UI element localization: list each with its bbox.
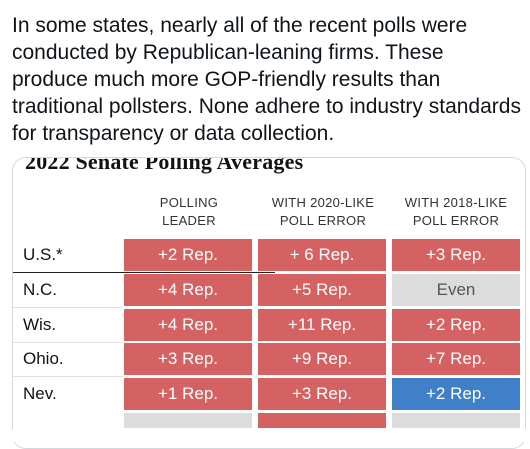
row-label-us: U.S.* bbox=[23, 245, 63, 264]
table-cell: +3 Rep. bbox=[392, 239, 520, 271]
column-header-line: WITH 2018-LIKE bbox=[404, 195, 508, 210]
row-label-nc: N.C. bbox=[23, 280, 57, 299]
table-cell: +3 Rep. bbox=[124, 343, 252, 375]
column-header-2018-error: WITH 2018-LIKE POLL ERROR bbox=[392, 194, 520, 230]
table-cell: Even bbox=[392, 274, 520, 306]
row-divider bbox=[13, 342, 123, 343]
column-header-polling-leader: POLLING LEADER bbox=[125, 194, 253, 230]
column-header-line: POLL ERROR bbox=[412, 213, 500, 228]
media-card[interactable]: 2022 Senate Polling Averages POLLING LEA… bbox=[12, 157, 526, 449]
table-cell: +4 Rep. bbox=[124, 309, 252, 341]
column-header-line: POLLING bbox=[159, 195, 219, 210]
table-cell: +2 Rep. bbox=[392, 378, 520, 410]
table-cell: +7 Rep. bbox=[392, 343, 520, 375]
table-cell: +2 Rep. bbox=[392, 309, 520, 341]
column-header-2020-error: WITH 2020-LIKE POLL ERROR bbox=[259, 194, 387, 230]
table-cell: +2 Rep. bbox=[124, 239, 252, 271]
table-cell: +1 Rep. bbox=[124, 378, 252, 410]
row-divider bbox=[13, 376, 123, 377]
table-cell: + 6 Rep. bbox=[258, 239, 386, 271]
table-cell: +4 Rep. bbox=[124, 274, 252, 306]
next-content-edge bbox=[0, 429, 530, 442]
column-header-line: WITH 2020-LIKE bbox=[271, 195, 375, 210]
row-label-nev: Nev. bbox=[23, 384, 57, 403]
row-divider bbox=[13, 272, 275, 273]
row-label-ohio: Ohio. bbox=[23, 349, 64, 368]
tweet-text: In some states, nearly all of the recent… bbox=[12, 14, 521, 145]
column-header-line: LEADER bbox=[162, 213, 216, 228]
table-title: 2022 Senate Polling Averages bbox=[25, 157, 304, 174]
row-divider bbox=[13, 307, 123, 308]
table-cell: +9 Rep. bbox=[258, 343, 386, 375]
table-cell: +5 Rep. bbox=[258, 274, 386, 306]
row-label-wis: Wis. bbox=[23, 315, 57, 334]
table-cell: +3 Rep. bbox=[258, 378, 386, 410]
column-header-line: POLL ERROR bbox=[279, 213, 367, 228]
table-cell: +11 Rep. bbox=[258, 309, 386, 341]
